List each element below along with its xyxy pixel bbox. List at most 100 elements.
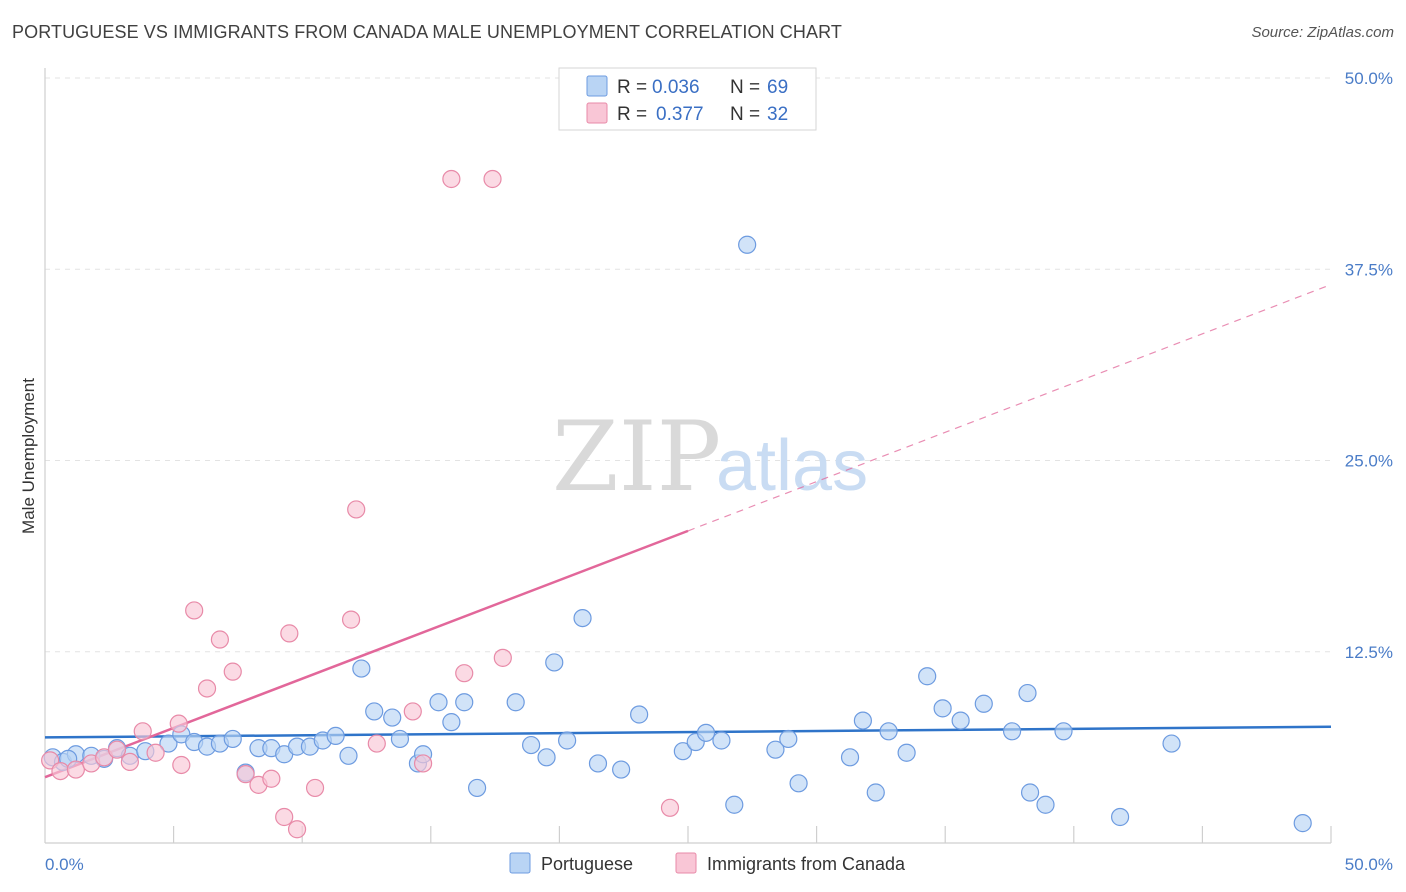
portuguese-point (522, 735, 541, 755)
portuguese-point (866, 783, 885, 802)
portuguese-point (545, 653, 564, 672)
portuguese-point (1054, 722, 1073, 741)
canada-point (660, 798, 680, 817)
canada-point (275, 807, 294, 827)
portuguese-point (933, 699, 952, 718)
canada-point (236, 765, 255, 784)
portuguese-point (696, 723, 716, 742)
portuguese-point (365, 702, 384, 721)
legend-swatch-canada (586, 102, 608, 124)
portuguese-point (390, 729, 410, 749)
y-axis-label: Male Unemployment (19, 378, 38, 534)
canada-point (403, 702, 422, 721)
canada-point (133, 722, 152, 741)
watermark-zip: ZIP (552, 401, 721, 513)
grid-lines (45, 77, 1331, 653)
legend-n-label-canada: N = (730, 104, 760, 125)
portuguese-trend-line (44, 725, 1332, 739)
portuguese-point (573, 608, 592, 628)
legend-n-value-portuguese: 69 (767, 77, 788, 98)
canada-point (341, 610, 361, 629)
portuguese-point (766, 740, 785, 759)
canada-point (223, 662, 242, 681)
portuguese-point (789, 774, 808, 793)
watermark-atlas: atlas (716, 426, 868, 506)
portuguese-point (1036, 795, 1055, 814)
portuguese-point (339, 746, 358, 765)
canada-point (287, 820, 307, 839)
canada-point (483, 169, 502, 189)
portuguese-point (840, 748, 860, 767)
canada-point (347, 500, 366, 519)
legend-n-label-portuguese: N = (730, 77, 760, 98)
canada-point (66, 760, 85, 779)
portuguese-point (159, 734, 178, 753)
portuguese-point (974, 694, 993, 713)
portuguese-point (630, 705, 649, 724)
portuguese-point (853, 711, 872, 730)
portuguese-point (918, 667, 937, 686)
portuguese-point (537, 748, 556, 767)
portuguese-point (352, 659, 371, 678)
portuguese-point (467, 778, 487, 798)
canada-point (146, 743, 165, 762)
canada-point (280, 624, 299, 643)
canada-point (120, 752, 139, 772)
canada-point (169, 714, 188, 733)
canada-point (493, 648, 512, 667)
portuguese-point (429, 693, 448, 712)
portuguese-point (588, 754, 608, 773)
legend-r-label-portuguese: R = (617, 77, 647, 98)
y-tick-label: 37.5% (1345, 260, 1393, 279)
portuguese-point (442, 713, 461, 732)
portuguese-point (779, 729, 798, 749)
portuguese-point (1110, 807, 1130, 827)
x-tick-label: 0.0% (45, 855, 84, 874)
canada-point (262, 769, 281, 788)
portuguese-point (1020, 783, 1040, 802)
portuguese-point (712, 731, 731, 750)
portuguese-point (897, 743, 916, 762)
chart-title: PORTUGUESE VS IMMIGRANTS FROM CANADA MAL… (12, 22, 842, 42)
canada-point (442, 169, 461, 189)
bottom-legend-swatch-portuguese (509, 852, 531, 874)
legend-n-value-canada: 32 (767, 104, 788, 125)
x-tick-label: 50.0% (1345, 855, 1393, 874)
portuguese-point (455, 693, 474, 712)
canada-point (197, 679, 217, 698)
portuguese-point (1018, 683, 1037, 703)
tick-labels: 12.5% 25.0% 37.5% 50.0% 0.0% 50.0% (45, 69, 1393, 874)
portuguese-point (1162, 734, 1181, 753)
portuguese-point (951, 711, 970, 730)
canada-point (210, 630, 229, 649)
canada-trend-extension (687, 283, 1332, 532)
canada-point (455, 664, 474, 683)
canada-point (367, 734, 386, 753)
portuguese-point (383, 708, 402, 727)
portuguese-point (673, 742, 692, 761)
portuguese-point (223, 729, 242, 749)
canada-point (413, 754, 433, 773)
canada-point (51, 761, 70, 781)
portuguese-point (725, 795, 744, 814)
y-tick-label: 50.0% (1345, 69, 1393, 88)
canada-point (305, 778, 325, 798)
data-points (41, 169, 1312, 839)
chart-source: Source: ZipAtlas.com (1251, 24, 1394, 41)
bottom-legend-label-portuguese: Portuguese (541, 854, 633, 874)
legend-r-label-canada: R = (617, 104, 647, 125)
portuguese-point (612, 760, 631, 779)
portuguese-point (506, 693, 525, 712)
canada-trend-line (44, 529, 689, 779)
portuguese-point (738, 235, 757, 254)
bottom-legend-swatch-canada (675, 852, 697, 874)
portuguese-point (558, 731, 577, 750)
watermark: ZIP atlas (552, 401, 868, 513)
portuguese-point (879, 722, 898, 741)
canada-point (185, 601, 204, 620)
legend-r-value-portuguese: 0.036 (652, 77, 700, 98)
legend: R = 0.036 N = 69 R = 0.377 N = 32 (558, 67, 817, 131)
canada-point (107, 740, 127, 759)
canada-point (172, 755, 191, 775)
